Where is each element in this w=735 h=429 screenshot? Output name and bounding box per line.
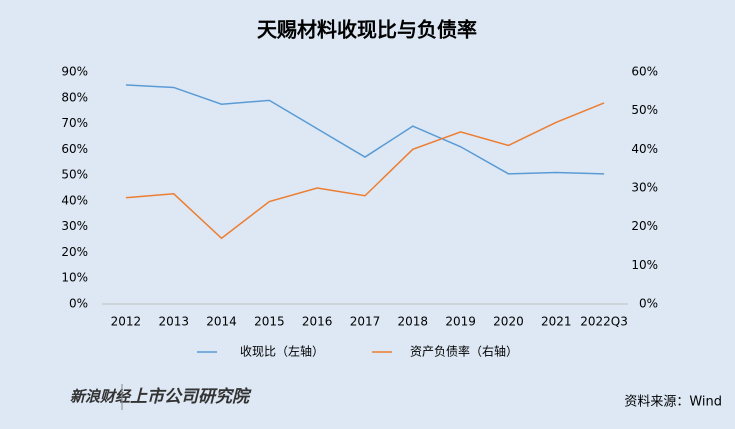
x-tick-label: 2020 — [493, 315, 524, 329]
y-tick-label: 10% — [61, 271, 88, 285]
y2-tick-label: 0% — [639, 297, 658, 311]
y2-tick-label: 60% — [631, 65, 658, 79]
x-tick-label: 2017 — [350, 315, 381, 329]
series-line — [125, 84, 605, 175]
legend-label: 资产负债率（右轴） — [410, 344, 518, 359]
logo-text: 新浪财经 — [70, 388, 132, 406]
x-tick-label: 2012 — [111, 315, 142, 329]
y2-tick-label: 20% — [631, 219, 658, 233]
x-tick-label: 2022Q3 — [580, 315, 628, 329]
chart-title: 天赐材料收现比与负债率 — [257, 18, 477, 42]
source-note: 资料来源：Wind — [624, 395, 722, 410]
y2-tick-label: 10% — [631, 258, 658, 272]
y-tick-label: 20% — [61, 245, 88, 259]
y-tick-label: 80% — [61, 90, 88, 104]
y2-tick-label: 50% — [631, 103, 658, 117]
y-tick-label: 0% — [69, 297, 88, 311]
y2-tick-label: 40% — [631, 142, 658, 156]
x-tick-label: 2021 — [541, 315, 572, 329]
legend-label: 收现比（左轴） — [240, 344, 324, 359]
y-tick-label: 40% — [61, 193, 88, 207]
logo-text: 上市公司研究院 — [130, 387, 252, 407]
x-tick-label: 2013 — [158, 315, 189, 329]
series-line — [125, 102, 605, 240]
y-tick-label: 30% — [61, 219, 88, 233]
x-tick-label: 2014 — [206, 315, 237, 329]
y-tick-label: 60% — [61, 142, 88, 156]
x-tick-label: 2016 — [302, 315, 333, 329]
y-tick-label: 90% — [61, 65, 88, 79]
x-tick-label: 2015 — [254, 315, 285, 329]
y2-tick-label: 30% — [631, 181, 658, 195]
y-tick-label: 50% — [61, 168, 88, 182]
y-tick-label: 70% — [61, 116, 88, 130]
x-tick-label: 2018 — [398, 315, 429, 329]
x-tick-label: 2019 — [445, 315, 476, 329]
